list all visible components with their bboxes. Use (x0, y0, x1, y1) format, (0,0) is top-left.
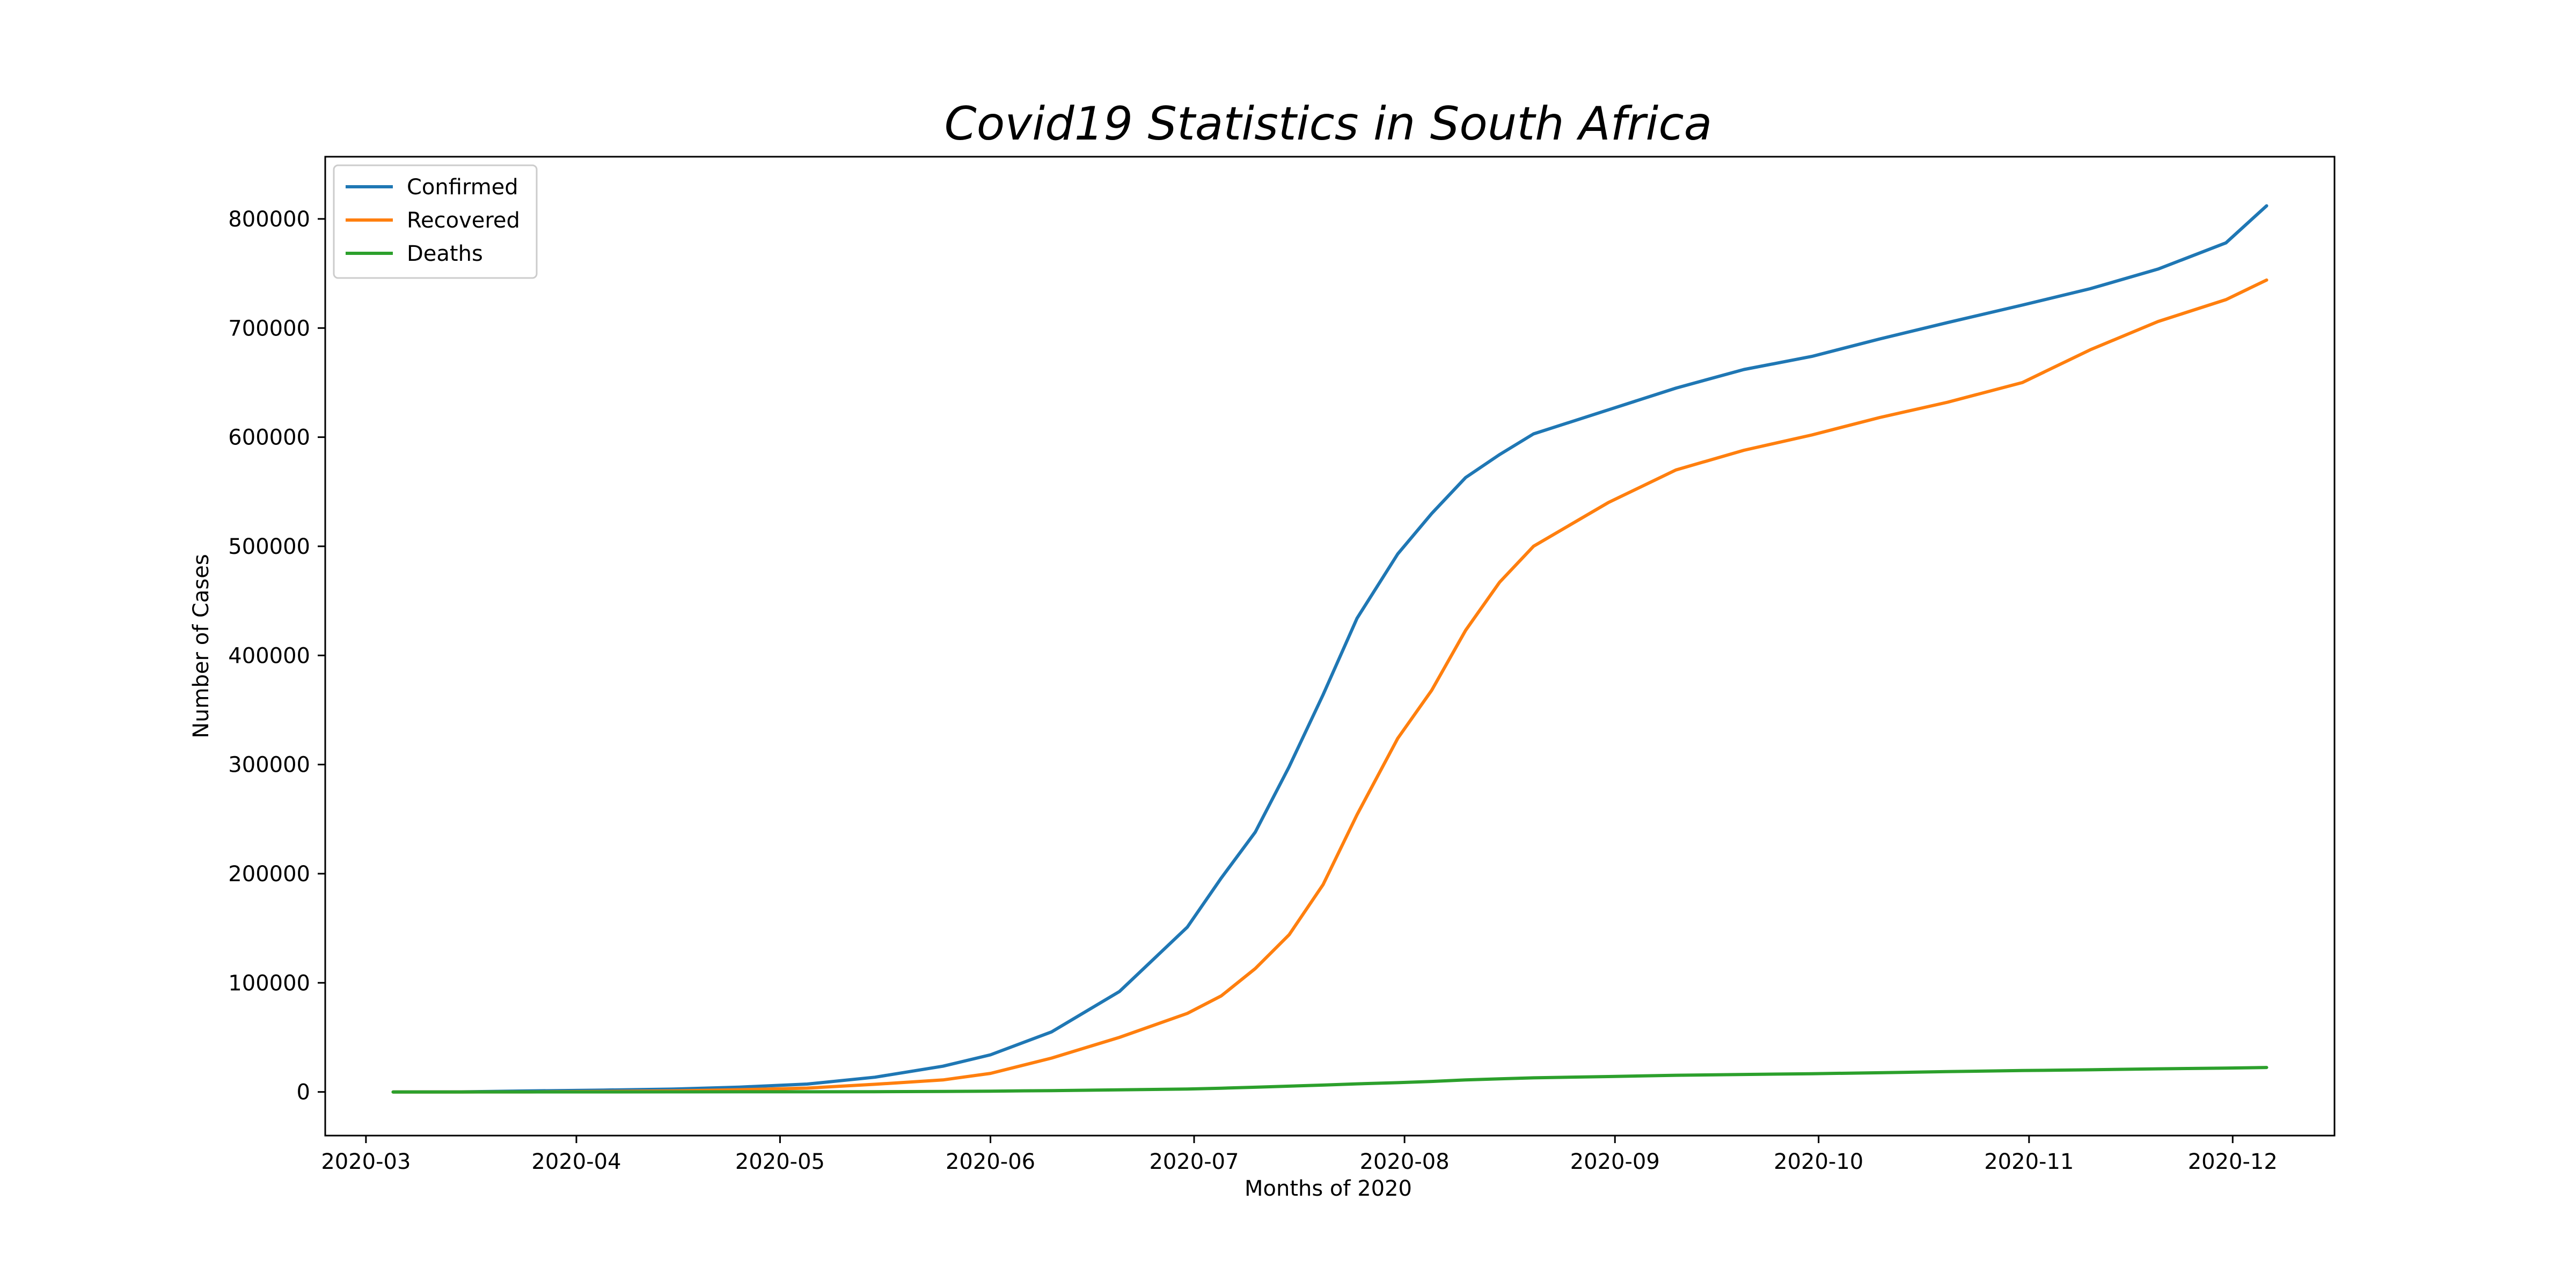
legend-label-confirmed: Confirmed (407, 175, 518, 200)
x-tick-label: 2020-03 (321, 1150, 411, 1174)
x-tick-label: 2020-06 (946, 1150, 1035, 1174)
plot-layer (391, 204, 2268, 1094)
legend-box (333, 164, 538, 279)
y-tick-label: 300000 (228, 753, 310, 778)
y-tick-label: 800000 (228, 207, 310, 232)
y-tick-label: 600000 (228, 426, 310, 450)
plot-frame (324, 156, 2336, 1137)
axes-layer: 2020-03 2020-04 2020-05 2020-06 2020-07 2020-… (228, 207, 2278, 1174)
y-tick-label: 400000 (228, 643, 310, 668)
x-tick-label: 2020-12 (2188, 1150, 2278, 1174)
x-tick-label: 2020-04 (531, 1150, 621, 1174)
legend: Confirmed Recovered Deaths (333, 164, 538, 279)
y-tick-label: 500000 (228, 535, 310, 559)
legend-label-recovered: Recovered (407, 208, 520, 233)
y-tick-label: 0 (297, 1080, 310, 1105)
x-tick-label: 2020-05 (735, 1150, 825, 1174)
x-tick-label: 2020-11 (1984, 1150, 2074, 1174)
y-tick-label: 200000 (228, 862, 310, 887)
legend-label-deaths: Deaths (407, 241, 483, 266)
series-line-recovered (391, 278, 2268, 1094)
y-tick-label: 700000 (228, 316, 310, 341)
x-tick-label: 2020-07 (1149, 1150, 1239, 1174)
x-tick-label: 2020-09 (1570, 1150, 1660, 1174)
y-tick-label: 100000 (228, 971, 310, 996)
x-tick-label: 2020-08 (1360, 1150, 1450, 1174)
chart-title: Covid19 Statistics in South Africa (945, 97, 1713, 151)
series-line-confirmed (391, 204, 2268, 1094)
y-axis-label: Number of Cases (189, 554, 214, 738)
x-tick-label: 2020-10 (1774, 1150, 1863, 1174)
x-axis-label: Months of 2020 (1245, 1176, 1412, 1201)
series-line-deaths (391, 1066, 2268, 1094)
